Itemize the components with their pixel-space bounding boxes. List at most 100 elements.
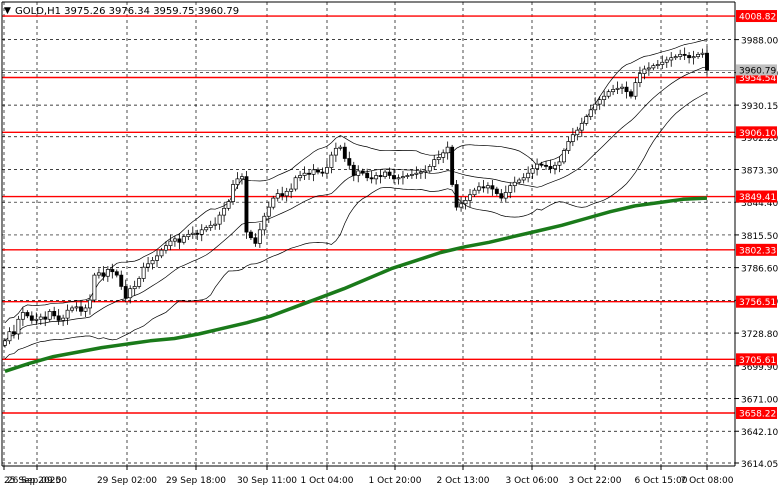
candle-body [172, 238, 177, 242]
price-tick-label: 3902.20 [741, 134, 778, 144]
candle [494, 186, 499, 196]
candle-body [266, 206, 271, 217]
candle-body [248, 231, 253, 239]
candle [651, 63, 656, 71]
candle [105, 266, 110, 282]
candle-body [436, 157, 441, 160]
candle-body [316, 169, 320, 173]
candle-body [477, 186, 481, 191]
candle-body [400, 176, 405, 179]
candle-body [383, 171, 388, 177]
candle [231, 180, 235, 205]
candle [383, 169, 388, 179]
candle [222, 202, 227, 222]
candle-body [110, 269, 115, 273]
candle-body [427, 166, 432, 172]
candle [615, 81, 620, 94]
candle [633, 78, 638, 100]
candle-body [119, 274, 124, 287]
candle-body [512, 181, 517, 187]
symbol-ohlc-header: GOLD,H1 3975.26 3976.34 3959.75 3960.79 [15, 6, 239, 17]
candle-body [79, 306, 83, 312]
candle-body [293, 177, 298, 190]
candle [25, 310, 30, 319]
candle-body [700, 52, 705, 55]
candle [369, 170, 374, 184]
candle-body [190, 232, 195, 235]
candle-body [548, 166, 553, 170]
candle-body [311, 169, 316, 175]
candle-body [633, 82, 638, 97]
candle [302, 166, 307, 181]
time-tick-label: 29 Sep 18:00 [166, 476, 226, 486]
candle [217, 211, 222, 230]
candle [553, 161, 557, 175]
price-tick-label: 3930.15 [741, 102, 778, 112]
level-label-box [736, 243, 777, 256]
candle [172, 235, 177, 247]
candle-body [204, 227, 209, 231]
candle [365, 168, 370, 182]
candle [92, 272, 97, 303]
candle-body [387, 171, 392, 176]
candle-body [141, 266, 146, 279]
price-tick-label: 3671.00 [741, 396, 778, 406]
candle [61, 314, 66, 327]
level-label-box [736, 126, 777, 139]
time-tick-label: 29 Sep 02:00 [97, 476, 157, 486]
candle [235, 172, 240, 190]
level-label-text: 3705.61 [739, 356, 776, 366]
horizontal-levels[interactable] [2, 15, 735, 414]
candle-body [485, 185, 490, 189]
candle-body [155, 255, 159, 261]
candle-body [629, 91, 633, 97]
candle [459, 196, 464, 212]
candle-body [253, 237, 258, 244]
candle [544, 160, 548, 170]
candle-body [114, 271, 119, 276]
candle [29, 311, 34, 324]
candle-body [329, 154, 334, 168]
candlesticks [3, 46, 709, 348]
candle-body [159, 249, 164, 257]
candle [629, 89, 633, 99]
grid-lines [2, 2, 735, 466]
candle [588, 105, 593, 120]
candle-body [164, 245, 168, 251]
candle-body [289, 188, 294, 192]
price-tick-label: 3699.90 [741, 363, 778, 373]
candle-body [432, 159, 437, 167]
price-tick-label: 3815.50 [741, 232, 778, 242]
candle [584, 114, 589, 126]
candle-body [38, 316, 43, 320]
candle [660, 55, 665, 70]
candle-body [454, 184, 459, 208]
candle [400, 170, 405, 185]
candle [177, 233, 182, 250]
candle-body [3, 340, 7, 346]
candle [485, 182, 490, 194]
candle-body [284, 190, 289, 197]
candle [34, 312, 39, 325]
candle-body [450, 146, 455, 185]
moving-average-polyline [4, 196, 708, 373]
candle [405, 173, 410, 179]
current-price-label: 3960.79 [736, 64, 777, 76]
candle-body [459, 203, 464, 208]
candle [280, 186, 285, 201]
dropdown-triangle-icon[interactable]: ▼ [4, 6, 11, 16]
candle [284, 187, 289, 202]
candle-body [557, 161, 562, 166]
candle-body [360, 170, 365, 174]
candle-body [195, 232, 200, 235]
candle [432, 155, 437, 170]
candle-body [593, 103, 598, 111]
time-tick-label: 3 Oct 22:00 [569, 476, 622, 486]
candle [463, 196, 468, 210]
candle-body [624, 86, 629, 93]
candle [329, 151, 334, 174]
candle-body [530, 168, 535, 174]
candle-body [123, 286, 128, 299]
